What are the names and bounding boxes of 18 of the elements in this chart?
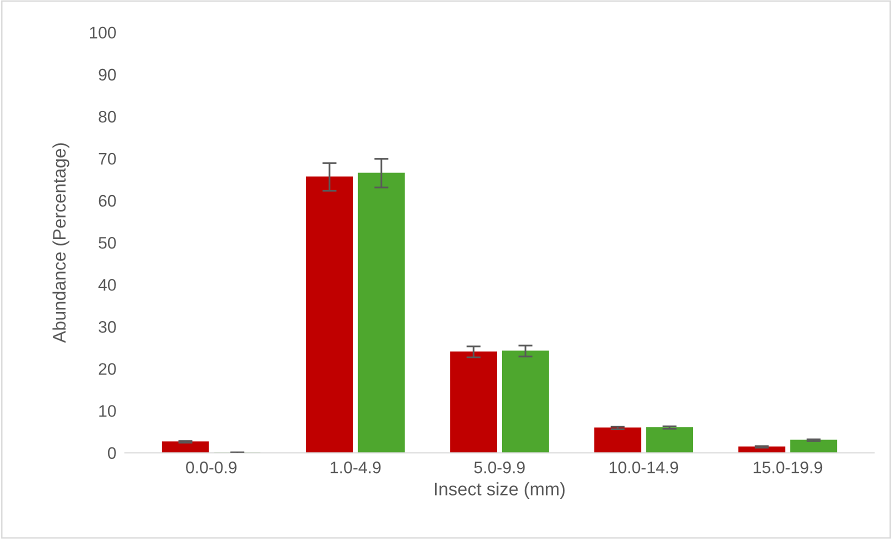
y-tick-label: 20 (98, 363, 116, 375)
y-tick-label: 10 (99, 405, 116, 417)
x-tick-label: 0.0-0.9 (186, 462, 236, 474)
y-tick-label: 90 (98, 68, 116, 81)
y-tick-label: 30 (98, 321, 116, 333)
y-tick-label: 80 (98, 110, 116, 123)
y-tick-label: 100 (90, 26, 116, 39)
y-tick-label: 40 (98, 278, 116, 291)
x-axis-title: Insect size (mm) (434, 482, 565, 500)
x-tick-label: 5.0-9.9 (474, 462, 525, 474)
y-tick-label: 60 (98, 194, 116, 207)
y-tick-label: 70 (98, 152, 116, 165)
x-tick-label: 1.0-4.9 (330, 462, 381, 474)
x-tick-label: 15.0-19.9 (754, 462, 822, 474)
y-tick-label: 50 (98, 236, 116, 249)
y-axis-title: Abundance (Percentage) (52, 143, 70, 343)
y-tick-label: 0 (108, 447, 116, 459)
x-tick-label: 10.0-14.9 (610, 462, 678, 474)
